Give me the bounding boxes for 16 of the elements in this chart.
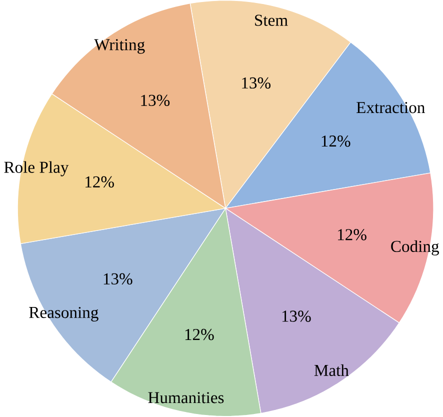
slice-label: Stem bbox=[255, 14, 288, 26]
slice-label: Extraction bbox=[356, 102, 425, 114]
data-label: 12% bbox=[338, 229, 366, 241]
slice-label: Math bbox=[314, 364, 349, 376]
slice-label: Humanities bbox=[148, 392, 224, 404]
slice-label: Coding bbox=[391, 240, 439, 256]
slice-label: Writing bbox=[94, 39, 145, 54]
data-label: 13% bbox=[242, 78, 271, 89]
data-label: 13% bbox=[282, 310, 311, 322]
data-label: 12% bbox=[86, 176, 114, 188]
slice-label: Role Play bbox=[4, 161, 69, 176]
data-label: 12% bbox=[185, 329, 214, 340]
slice-label: Reasoning bbox=[29, 307, 98, 322]
data-label: 12% bbox=[322, 136, 350, 147]
data-label: 13% bbox=[104, 273, 132, 285]
data-label: 13% bbox=[141, 94, 170, 106]
